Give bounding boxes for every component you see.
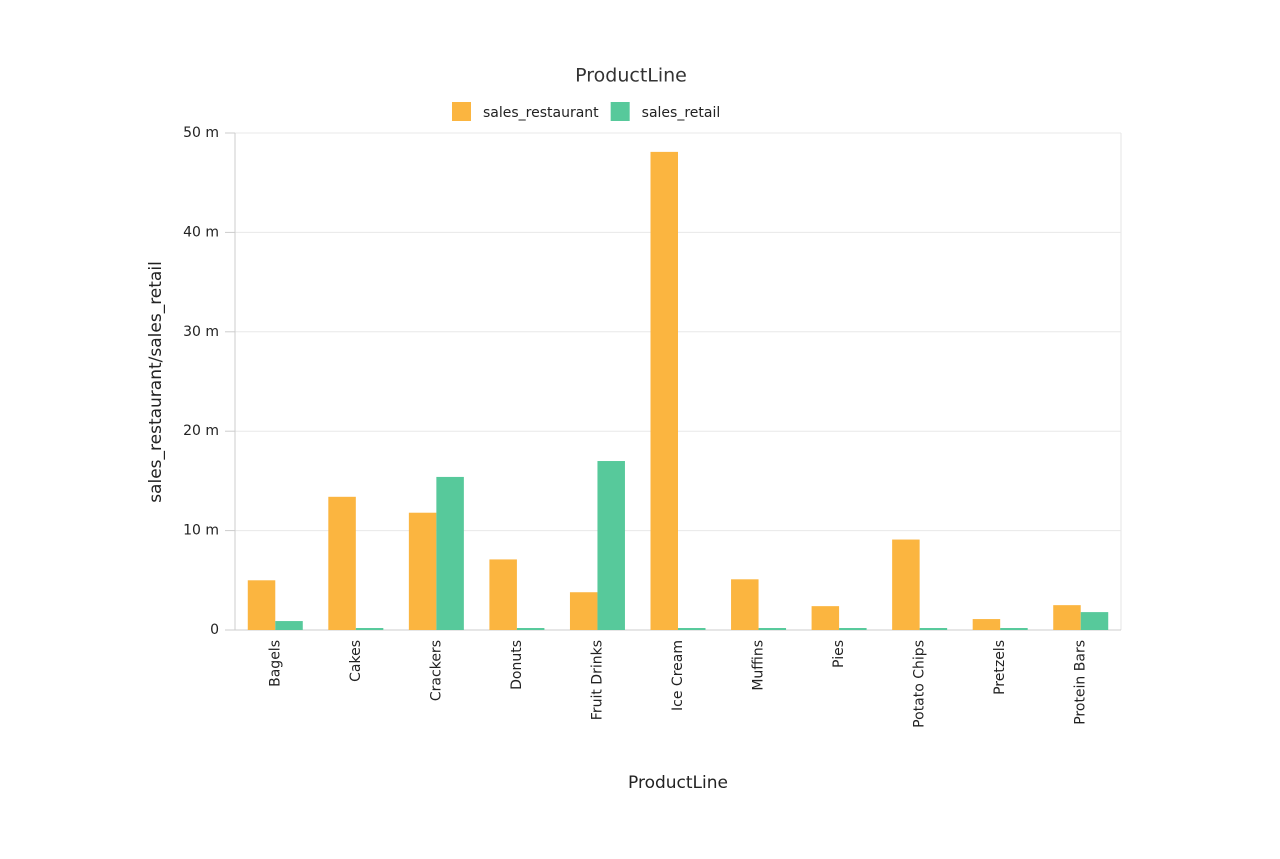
bar [516,628,545,630]
bar [919,628,948,630]
bar [811,606,840,630]
bar [1053,605,1081,630]
legend-swatch [610,102,630,121]
x-tick-label: Bagels [267,640,283,687]
y-axis-title: sales_restaurant/sales_retail [146,261,166,503]
bar [650,151,678,631]
legend-label: sales_retail [642,105,721,121]
bar [731,579,759,630]
x-tick-label: Pretzels [992,640,1008,695]
chart-title: ProductLine [575,65,687,87]
x-tick-label: Potato Chips [912,640,928,728]
y-tick-label: 50 m [183,125,219,141]
bar [1080,612,1109,630]
y-tick-label: 10 m [183,523,219,539]
bar [839,628,867,630]
x-tick-label: Crackers [428,640,444,701]
x-tick-label: Cakes [348,640,364,682]
bar [758,628,787,630]
y-tick-label: 30 m [183,324,219,340]
bar [972,619,1001,630]
x-axis-title: ProductLine [628,773,728,793]
bar [1000,628,1028,630]
x-tick-label: Pies [831,640,847,668]
x-tick-label: Ice Cream [670,640,686,711]
bar [489,559,517,630]
bar [678,628,706,630]
bar [408,512,437,630]
y-tick-label: 40 m [183,224,219,240]
legend-label: sales_restaurant [483,105,599,121]
bar [275,621,303,630]
x-tick-label: Fruit Drinks [589,640,605,720]
x-tick-label: Muffins [751,640,767,691]
bar [328,496,356,630]
bar [892,539,920,630]
bar [597,461,625,630]
bar [247,580,276,630]
bar [355,628,384,630]
bar [569,592,598,630]
y-tick-label: 0 [210,622,219,638]
legend-swatch [452,102,471,121]
y-tick-label: 20 m [183,423,219,439]
x-tick-label: Donuts [509,640,525,690]
x-tick-label: Protein Bars [1073,640,1089,725]
bar [436,476,464,630]
